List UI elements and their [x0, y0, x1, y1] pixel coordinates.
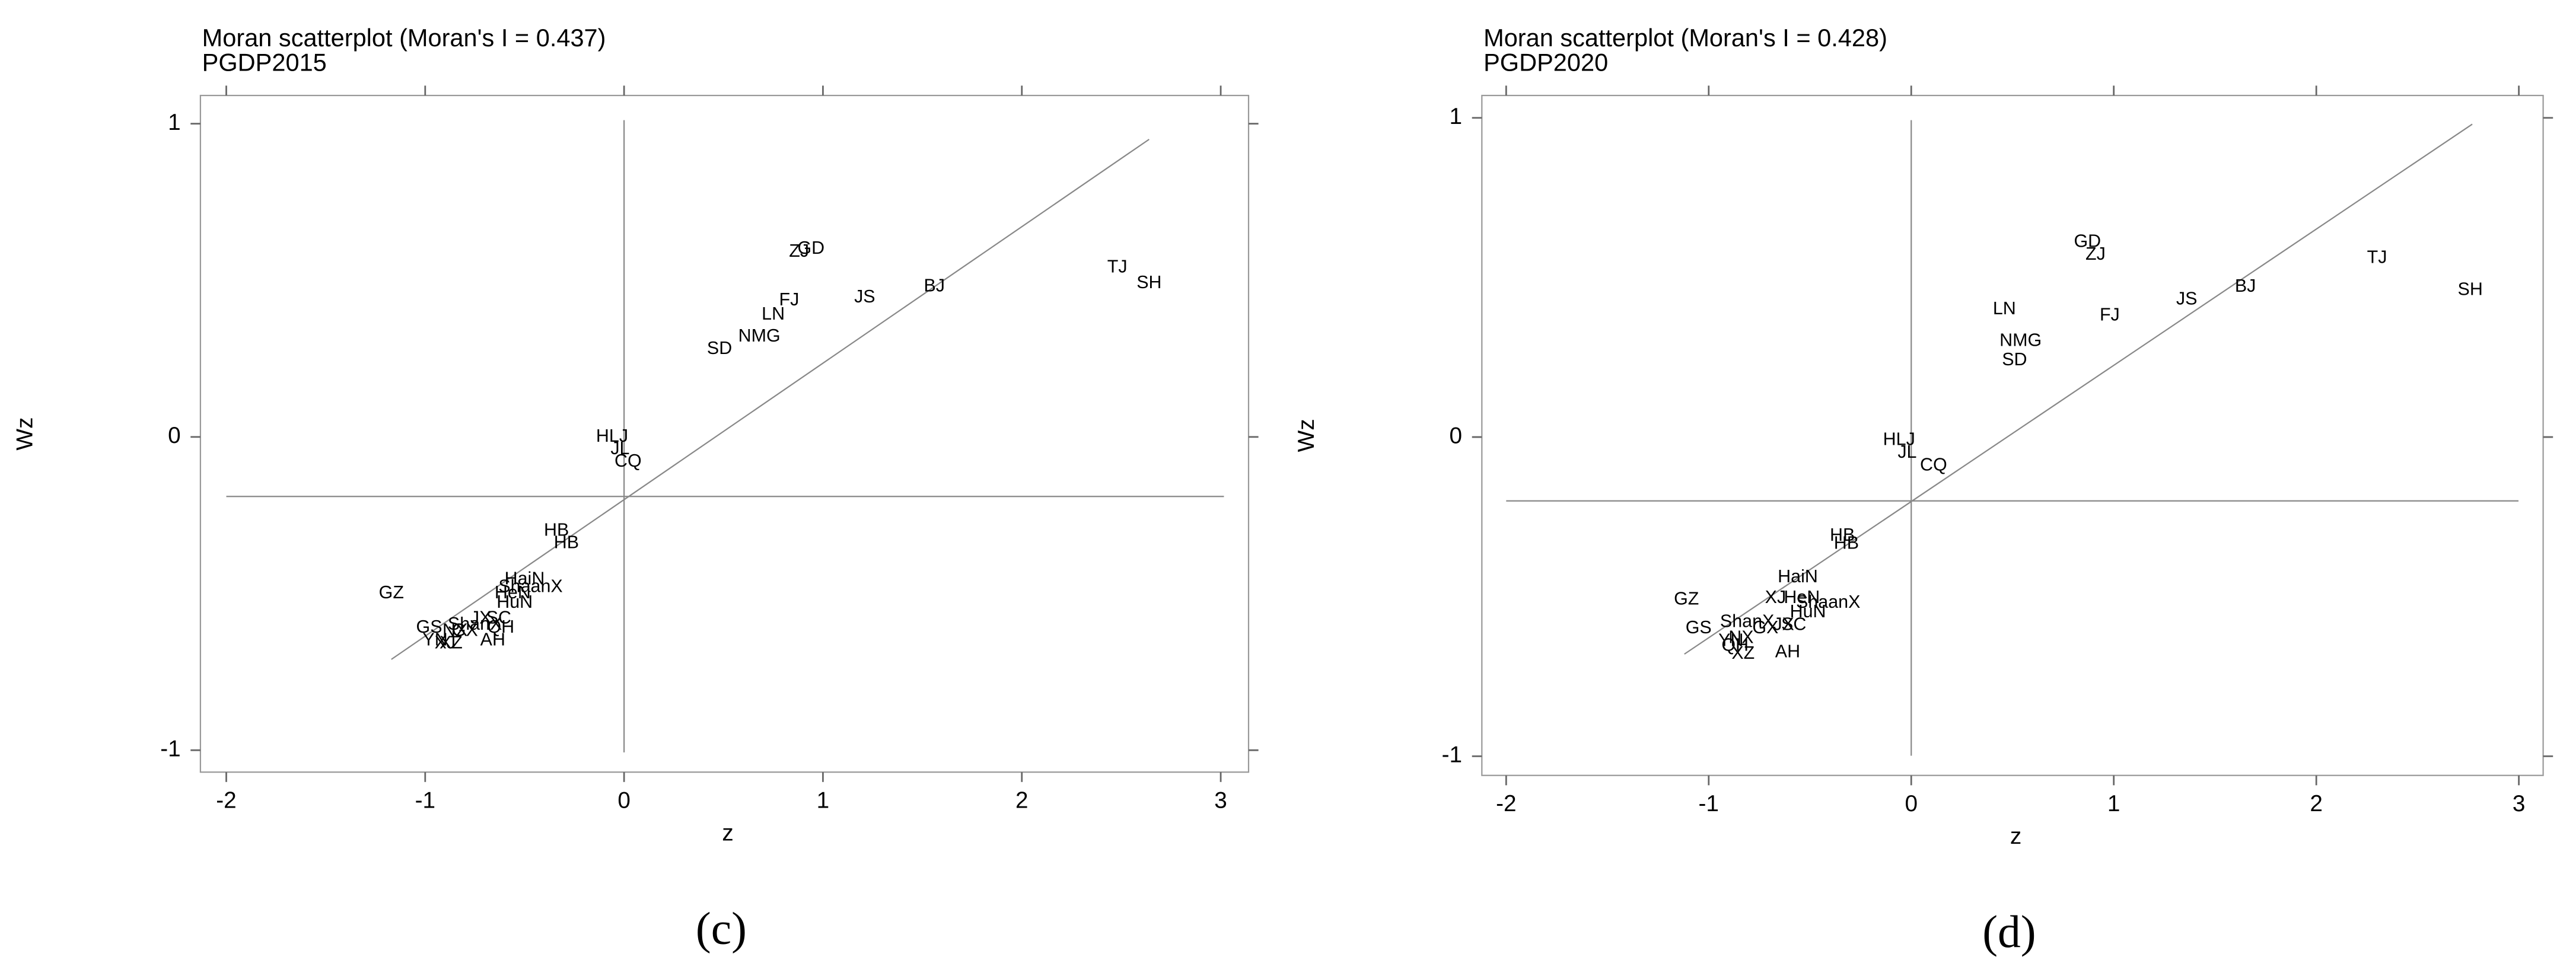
point-label: HuN	[496, 592, 533, 612]
chart-title: Moran scatterplot (Moran's I = 0.437)	[202, 24, 606, 52]
x-tick-label: -2	[1496, 791, 1516, 816]
point-label: SH	[2458, 279, 2483, 299]
point-label: GS	[1686, 617, 1712, 637]
x-tick-label: 2	[2310, 791, 2323, 816]
point-label: GX	[452, 620, 478, 640]
x-tick-label: 1	[817, 787, 830, 813]
y-tick-label: 1	[168, 110, 181, 135]
y-tick-label: -1	[1442, 742, 1462, 768]
y-tick-label: 1	[1450, 104, 1463, 129]
point-label: NX	[1728, 627, 1753, 647]
point-label: GS	[416, 617, 442, 637]
point-label: NMG	[1999, 330, 2042, 350]
point-label: GX	[1752, 617, 1778, 637]
y-axis-label: Wz	[1294, 419, 1319, 452]
y-tick-label: -1	[160, 736, 180, 761]
plot-frame	[199, 94, 1250, 773]
point-label: SC	[1781, 614, 1806, 634]
point-label: CQ	[1920, 455, 1947, 475]
point-label: HLJ	[596, 426, 628, 446]
x-tick-label: -1	[415, 787, 435, 813]
point-label: NX	[442, 620, 467, 640]
point-label: BJ	[924, 275, 945, 295]
point-label: JL	[610, 438, 629, 458]
point-label: LN	[1993, 298, 2016, 318]
point-label: HuN	[1790, 601, 1826, 621]
point-label: HB	[554, 532, 579, 553]
chart-title: Moran scatterplot (Moran's I = 0.428)	[1483, 24, 1887, 52]
x-axis-label: z	[2010, 824, 2021, 849]
point-label: ShanX	[1720, 611, 1774, 631]
x-tick-label: -2	[216, 787, 236, 813]
point-label: JS	[2176, 289, 2198, 309]
point-label: SH	[1136, 272, 1161, 292]
point-label: JL	[1897, 442, 1916, 462]
point-label: HB	[544, 519, 569, 540]
point-label: GD	[2074, 231, 2101, 251]
point-label: SD	[707, 338, 732, 358]
point-label: FJ	[779, 289, 800, 310]
fit-line	[1684, 123, 2473, 655]
point-label: GZ	[379, 582, 404, 602]
point-label: AH	[480, 629, 505, 649]
point-label: JS	[854, 286, 875, 307]
point-label: ShaanX	[1796, 592, 1860, 612]
panel-caption: (c)	[696, 902, 747, 953]
point-label: XJ	[435, 633, 456, 653]
point-label: TJ	[2367, 247, 2387, 267]
y-tick-label: 0	[168, 423, 181, 448]
point-label: GD	[797, 238, 824, 258]
panel-caption: (d)	[1982, 906, 2036, 957]
point-label: XZ	[440, 633, 463, 653]
point-label: HeN	[495, 582, 531, 602]
plot-frame	[1481, 94, 2544, 776]
point-label: GZ	[1674, 589, 1699, 609]
x-tick-label: -1	[1699, 791, 1719, 816]
x-tick-label: 3	[1214, 787, 1227, 813]
point-label: LN	[762, 304, 785, 324]
point-label: JX	[1773, 614, 1794, 634]
point-label: QH	[1721, 635, 1749, 655]
point-label: HB	[1830, 525, 1855, 545]
point-label: HB	[1834, 532, 1859, 553]
point-label: XZ	[1731, 643, 1755, 663]
point-label: ShaanX	[498, 576, 562, 597]
point-label: YN	[1718, 630, 1743, 650]
point-label: ZJ	[789, 241, 809, 261]
point-label: NMG	[738, 326, 781, 346]
point-label: QH	[487, 617, 514, 637]
x-tick-label: 1	[2107, 791, 2120, 816]
point-label: CQ	[614, 451, 642, 471]
point-label: TJ	[1107, 257, 1128, 277]
point-label: HeN	[1784, 587, 1820, 607]
chart-subtitle: PGDP2015	[202, 48, 327, 76]
point-label: SD	[2002, 349, 2027, 369]
x-tick-label: 2	[1015, 787, 1029, 813]
point-label: XJ	[1765, 587, 1787, 607]
point-label: ZJ	[2085, 244, 2106, 264]
chart-subtitle: PGDP2020	[1483, 48, 1608, 76]
point-label: HaiN	[505, 568, 545, 588]
x-tick-label: 3	[2513, 791, 2526, 816]
point-label: ShanX	[448, 614, 502, 634]
point-label: HLJ	[1883, 429, 1915, 449]
y-tick-label: 0	[1450, 423, 1463, 448]
point-label: FJ	[2100, 305, 2120, 325]
point-label: AH	[1775, 641, 1800, 661]
x-tick-label: 0	[617, 787, 631, 813]
point-label: BJ	[2235, 276, 2256, 296]
point-label: JX	[470, 607, 492, 627]
x-tick-label: 0	[1905, 791, 1918, 816]
y-axis-label: Wz	[12, 417, 38, 451]
point-label: YN	[422, 629, 447, 649]
point-label: HaiN	[1778, 566, 1818, 586]
x-axis-label: z	[722, 821, 733, 846]
point-label: SC	[486, 607, 511, 627]
fit-line	[391, 139, 1150, 660]
